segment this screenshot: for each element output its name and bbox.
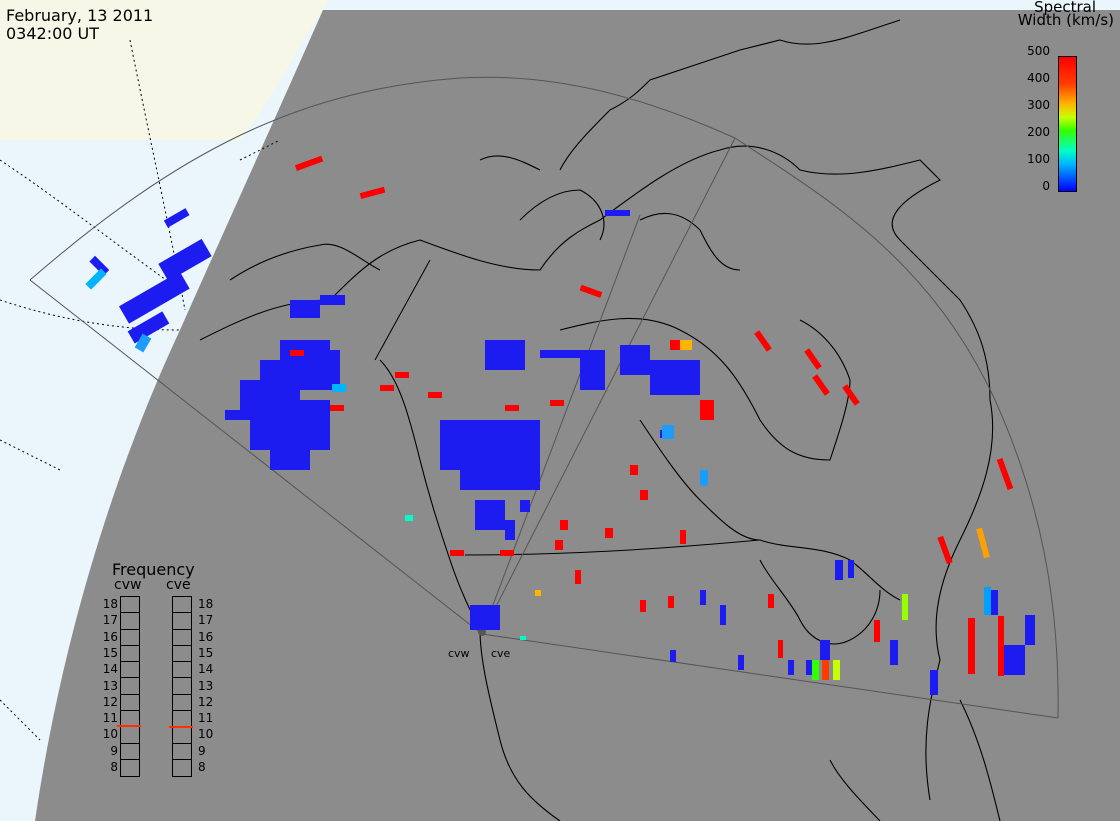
colorbar-title-line1: Spectral [1034, 0, 1096, 16]
echoes-low [89, 208, 1035, 695]
frequency-title: Frequency [112, 560, 195, 579]
frequency-scale-label: 10 [198, 727, 214, 742]
echoes-high [290, 155, 1014, 676]
echoes-mid [85, 268, 991, 680]
frequency-radar-label-cve: cve [166, 577, 191, 593]
colorbar-tick: 200 [1027, 125, 1050, 139]
frequency-scale-label: 11 [102, 711, 118, 726]
frequency-scale-label: 14 [102, 662, 118, 677]
frequency-cell [121, 662, 139, 679]
frequency-scale-label: 9 [198, 743, 206, 758]
frequency-scale-label: 10 [102, 727, 118, 742]
colorbar [1058, 56, 1077, 192]
frequency-cell [121, 695, 139, 712]
frequency-cell [121, 630, 139, 646]
colorbar-tick: 100 [1027, 152, 1050, 166]
frequency-cell [121, 597, 139, 614]
frequency-cell [121, 760, 139, 776]
frequency-scale-label: 18 [198, 597, 214, 611]
colorbar-tick: 0 [1042, 179, 1050, 193]
frequency-scale-label: 12 [198, 694, 214, 709]
frequency-scale-label: 15 [102, 645, 118, 660]
frequency-radar-label-cvw: cvw [114, 577, 142, 593]
radar-fov [29, 76, 1059, 719]
frequency-cell [173, 744, 191, 760]
frequency-scale-label: 16 [102, 629, 118, 644]
frequency-scale-label: 8 [198, 760, 206, 774]
frequency-scale-label: 16 [198, 629, 214, 644]
frequency-marker-cve [169, 726, 193, 729]
colorbar-title-line2: Width (km/s) [1017, 11, 1114, 29]
frequency-cell [173, 646, 191, 663]
frequency-cell [173, 695, 191, 712]
frequency-cell [121, 646, 139, 663]
frequency-scale-label: 13 [102, 678, 118, 693]
frequency-scale-label: 12 [102, 694, 118, 709]
station-label-cve: cve [491, 647, 511, 660]
frequency-cell [121, 613, 139, 630]
colorbar-tick: 400 [1027, 71, 1050, 85]
frequency-cell [173, 760, 191, 776]
frequency-scale-label: 17 [198, 613, 214, 628]
frequency-scale-cve [172, 596, 192, 778]
frequency-cell [121, 744, 139, 760]
frequency-cell [121, 711, 139, 728]
frequency-scale-label: 18 [102, 597, 118, 611]
frequency-cell [173, 613, 191, 630]
colorbar-tick: 300 [1027, 98, 1050, 112]
frequency-scale-cvw [120, 596, 140, 778]
colorbar-tick: 500 [1027, 44, 1050, 58]
frequency-cell [173, 662, 191, 679]
frequency-scale-label: 8 [110, 760, 118, 774]
frequency-cell [173, 711, 191, 728]
frequency-scale-label: 17 [102, 613, 118, 628]
frequency-marker-cvw [117, 724, 141, 727]
station-label-cvw: cvw [448, 647, 470, 660]
frequency-cell [173, 678, 191, 695]
time-label: 0342:00 UT [6, 24, 100, 43]
frequency-scale-label: 9 [110, 743, 118, 758]
frequency-scale-label: 15 [198, 645, 214, 660]
frequency-scale-label: 14 [198, 662, 214, 677]
daylight-land [0, 0, 330, 140]
frequency-cell [173, 630, 191, 646]
frequency-cell [173, 597, 191, 614]
night-region [35, 10, 1120, 821]
frequency-cell [121, 727, 139, 744]
coastlines [199, 19, 1001, 821]
frequency-cell [121, 678, 139, 695]
frequency-scale-label: 11 [198, 711, 214, 726]
frequency-scale-label: 13 [198, 678, 214, 693]
frequency-cell [173, 727, 191, 744]
date-label: February, 13 2011 [6, 6, 154, 25]
